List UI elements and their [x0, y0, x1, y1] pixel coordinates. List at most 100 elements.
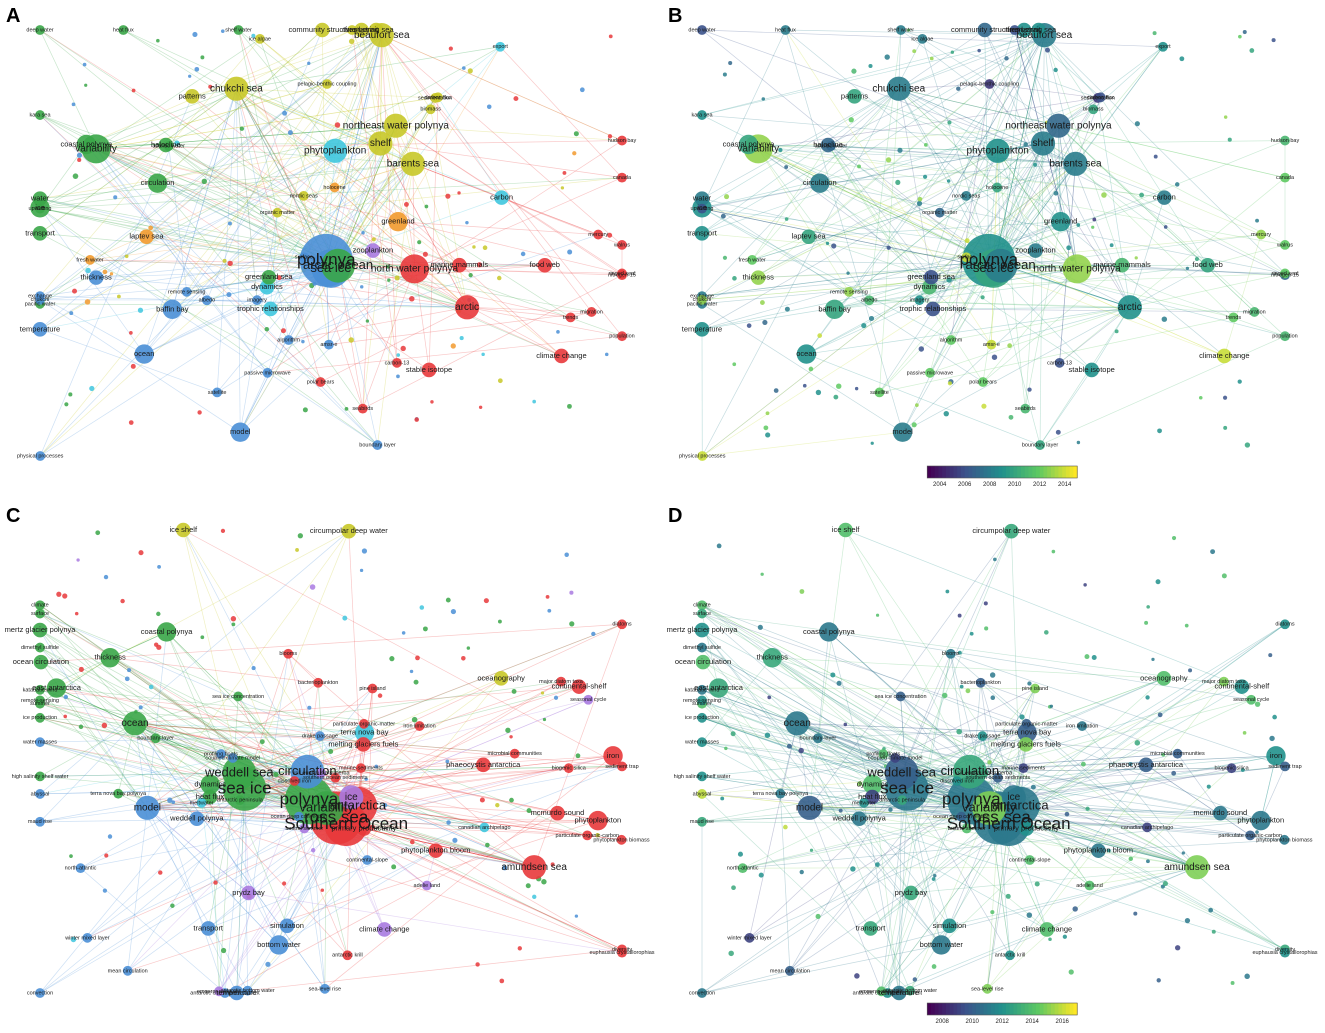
keyword-node[interactable] [697, 451, 708, 461]
keyword-node[interactable] [314, 731, 325, 741]
keyword-node[interactable] [892, 422, 913, 442]
keyword-node[interactable] [824, 299, 845, 319]
keyword-node[interactable] [1035, 440, 1045, 450]
keyword-node[interactable] [229, 985, 244, 1001]
keyword-node[interactable] [298, 190, 309, 201]
keyword-node[interactable] [368, 22, 384, 38]
keyword-node[interactable] [118, 25, 129, 35]
keyword-node[interactable] [1091, 843, 1106, 858]
keyword-node[interactable] [372, 440, 383, 450]
keyword-node[interactable] [1016, 22, 1032, 38]
keyword-node[interactable] [283, 648, 294, 659]
keyword-node[interactable] [299, 823, 310, 834]
keyword-node[interactable] [342, 950, 353, 961]
keyword-node[interactable] [433, 92, 443, 103]
keyword-node[interactable] [945, 648, 956, 659]
keyword-node[interactable] [1084, 880, 1095, 891]
keyword-node[interactable] [1114, 257, 1130, 273]
keyword-node[interactable] [1245, 830, 1256, 841]
keyword-node[interactable] [356, 737, 371, 752]
keyword-node[interactable] [428, 843, 444, 858]
keyword-node[interactable] [425, 104, 436, 115]
keyword-node[interactable] [35, 771, 45, 782]
keyword-node[interactable] [961, 190, 972, 201]
keyword-node[interactable] [982, 983, 993, 994]
keyword-node[interactable] [697, 25, 707, 35]
keyword-node[interactable] [289, 776, 300, 786]
keyword-node[interactable] [35, 816, 45, 827]
keyword-node[interactable] [1200, 257, 1215, 273]
keyword-node[interactable] [961, 823, 972, 834]
keyword-node[interactable] [224, 76, 249, 101]
keyword-node[interactable] [972, 791, 1007, 825]
keyword-node[interactable] [983, 248, 1018, 283]
keyword-node[interactable] [1077, 721, 1088, 731]
keyword-node[interactable] [1251, 810, 1271, 831]
keyword-node[interactable] [113, 788, 124, 799]
keyword-node[interactable] [697, 203, 707, 214]
keyword-node[interactable] [134, 344, 154, 364]
keyword-node[interactable] [797, 795, 822, 820]
keyword-node[interactable] [874, 387, 885, 398]
keyword-node[interactable] [864, 789, 880, 805]
keyword-node[interactable] [1138, 757, 1154, 773]
keyword-node[interactable] [175, 522, 191, 538]
keyword-node[interactable] [697, 988, 707, 998]
keyword-node[interactable] [279, 918, 295, 934]
keyword-node[interactable] [75, 863, 86, 874]
keyword-node[interactable] [85, 254, 95, 265]
keyword-node[interactable] [934, 207, 945, 218]
keyword-node[interactable] [697, 816, 707, 827]
keyword-node[interactable] [826, 141, 836, 151]
keyword-node[interactable] [1062, 254, 1092, 284]
keyword-node[interactable] [905, 985, 915, 996]
keyword-node[interactable] [985, 138, 1010, 163]
keyword-node[interactable] [697, 608, 707, 619]
keyword-node[interactable] [414, 721, 425, 731]
keyword-node[interactable] [1028, 243, 1043, 258]
keyword-node[interactable] [1030, 131, 1056, 156]
keyword-node[interactable] [801, 229, 816, 244]
keyword-node[interactable] [35, 110, 45, 120]
keyword-node[interactable] [35, 25, 45, 35]
keyword-node[interactable] [838, 522, 853, 538]
keyword-node[interactable] [1156, 670, 1172, 686]
keyword-node[interactable] [697, 642, 707, 653]
keyword-node[interactable] [775, 788, 786, 799]
keyword-node[interactable] [1266, 746, 1286, 766]
keyword-node[interactable] [750, 270, 766, 285]
keyword-node[interactable] [617, 761, 627, 772]
keyword-node[interactable] [863, 921, 878, 936]
keyword-node[interactable] [358, 718, 369, 729]
keyword-node[interactable] [216, 749, 226, 759]
keyword-node[interactable] [1157, 190, 1172, 205]
keyword-node[interactable] [356, 821, 372, 836]
keyword-node[interactable] [509, 748, 520, 759]
keyword-node[interactable] [785, 965, 795, 976]
keyword-node[interactable] [565, 312, 576, 323]
keyword-node[interactable] [272, 207, 283, 218]
keyword-node[interactable] [537, 257, 553, 273]
keyword-node[interactable] [82, 932, 93, 943]
keyword-node[interactable] [1050, 212, 1071, 232]
keyword-node[interactable] [1054, 357, 1065, 368]
keyword-node[interactable] [694, 321, 710, 337]
keyword-node[interactable] [400, 151, 425, 176]
keyword-node[interactable] [309, 791, 344, 825]
keyword-node[interactable] [354, 22, 369, 38]
keyword-node[interactable] [923, 269, 939, 285]
keyword-node[interactable] [455, 295, 480, 320]
keyword-node[interactable] [708, 678, 729, 698]
keyword-node[interactable] [812, 733, 823, 744]
keyword-node[interactable] [1280, 240, 1290, 250]
keyword-node[interactable] [697, 695, 707, 706]
keyword-node[interactable] [298, 252, 309, 263]
keyword-node[interactable] [931, 935, 951, 955]
keyword-node[interactable] [780, 25, 791, 35]
keyword-node[interactable] [992, 772, 1003, 783]
keyword-node[interactable] [330, 772, 341, 783]
keyword-node[interactable] [903, 885, 919, 901]
keyword-node[interactable] [1031, 22, 1047, 38]
keyword-node[interactable] [876, 986, 887, 997]
keyword-node[interactable] [242, 985, 253, 996]
